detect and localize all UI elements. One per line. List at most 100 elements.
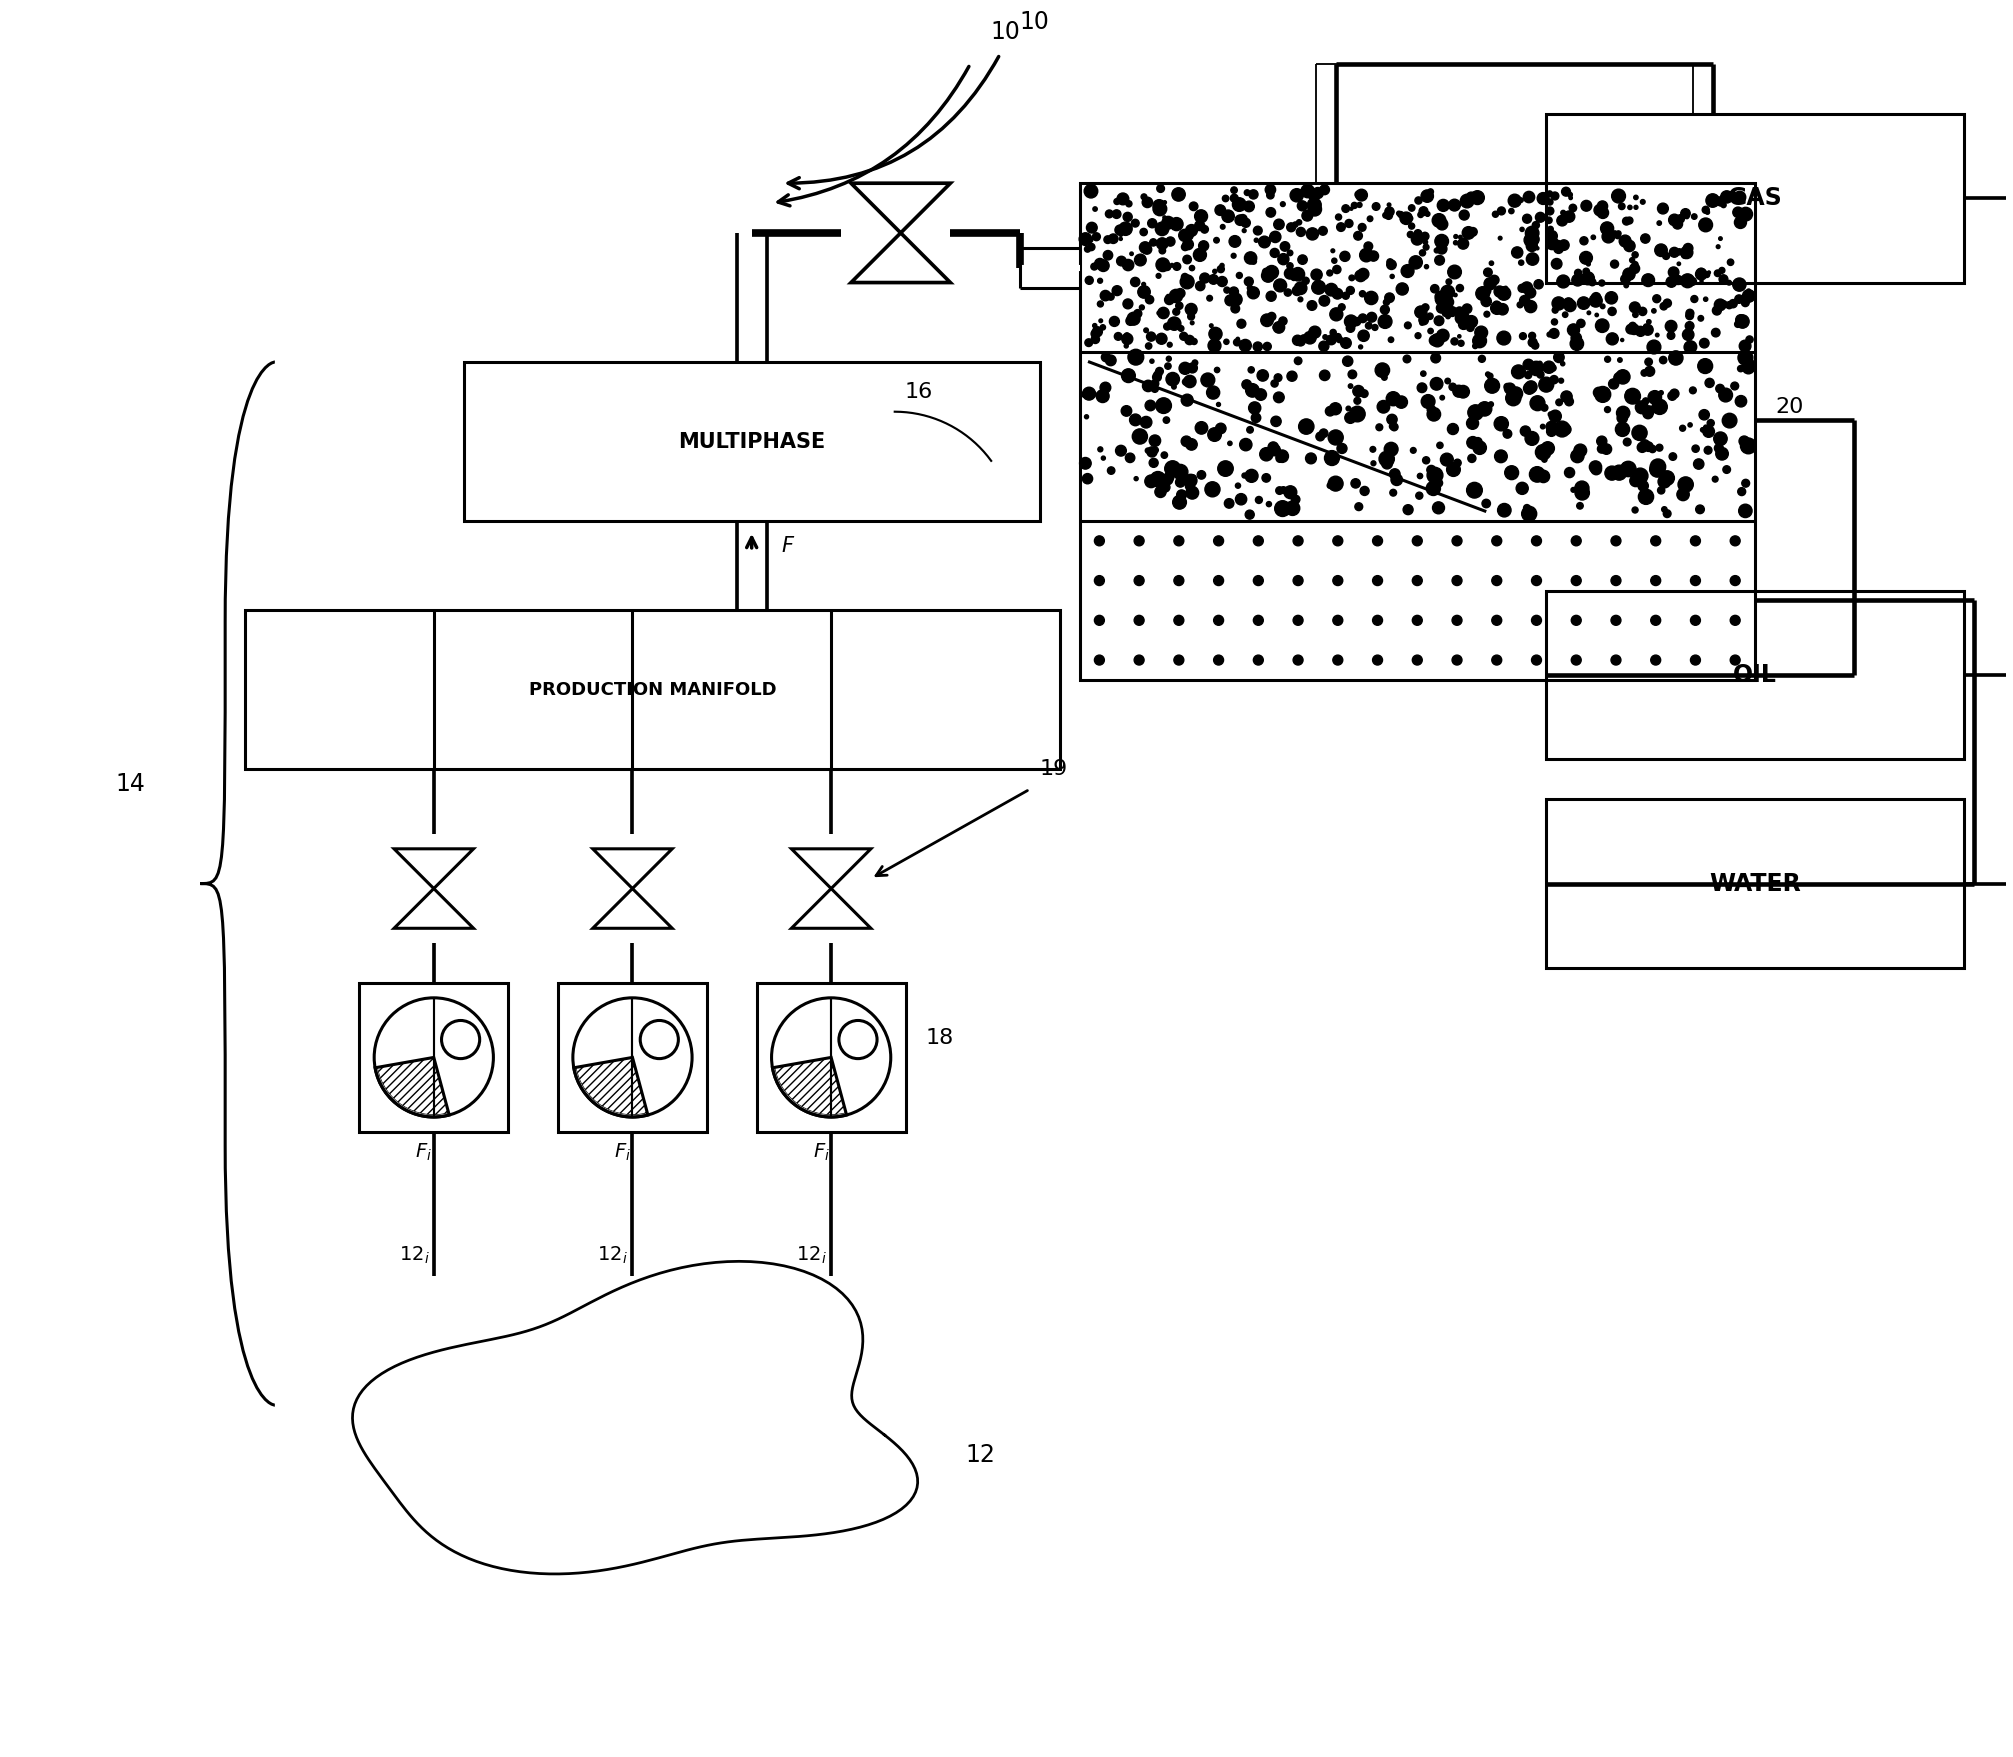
Circle shape — [1186, 336, 1194, 344]
Circle shape — [1153, 446, 1157, 453]
Circle shape — [1576, 503, 1584, 510]
Circle shape — [1657, 487, 1665, 494]
Circle shape — [1699, 409, 1709, 420]
Circle shape — [1224, 286, 1230, 293]
Circle shape — [1186, 439, 1198, 450]
Circle shape — [1292, 576, 1302, 585]
Circle shape — [1580, 237, 1588, 244]
Circle shape — [1739, 341, 1751, 351]
Circle shape — [1131, 429, 1147, 445]
Circle shape — [1095, 615, 1105, 625]
Circle shape — [1633, 508, 1639, 513]
Circle shape — [1216, 206, 1226, 216]
Circle shape — [1178, 490, 1186, 499]
Circle shape — [1671, 388, 1679, 399]
Circle shape — [1467, 436, 1480, 448]
Circle shape — [1333, 258, 1337, 264]
Circle shape — [1739, 207, 1753, 221]
Circle shape — [1596, 436, 1606, 446]
Circle shape — [1214, 615, 1224, 625]
Circle shape — [1735, 315, 1745, 325]
Text: 19: 19 — [1041, 759, 1069, 780]
Circle shape — [1612, 466, 1627, 480]
Circle shape — [1449, 383, 1457, 390]
Circle shape — [1212, 269, 1216, 274]
Circle shape — [1717, 197, 1725, 206]
Circle shape — [1701, 427, 1705, 432]
Circle shape — [1296, 200, 1306, 211]
Circle shape — [1530, 467, 1544, 481]
Circle shape — [1590, 460, 1602, 473]
Circle shape — [1099, 383, 1111, 394]
Circle shape — [1715, 299, 1725, 311]
Circle shape — [1618, 358, 1622, 362]
Circle shape — [1445, 315, 1449, 318]
Circle shape — [1413, 536, 1423, 546]
Circle shape — [1260, 315, 1274, 327]
Circle shape — [1546, 207, 1554, 214]
Circle shape — [1317, 432, 1325, 441]
Circle shape — [1149, 459, 1157, 467]
Circle shape — [1653, 309, 1657, 313]
Circle shape — [1333, 655, 1343, 666]
Circle shape — [1236, 337, 1240, 341]
Circle shape — [1230, 293, 1242, 306]
Circle shape — [1461, 227, 1476, 239]
Circle shape — [1624, 241, 1635, 251]
Circle shape — [1419, 207, 1427, 216]
Circle shape — [1389, 394, 1395, 401]
Circle shape — [1117, 257, 1125, 265]
Circle shape — [1467, 455, 1476, 462]
Circle shape — [1097, 278, 1103, 283]
Circle shape — [1302, 278, 1308, 285]
Circle shape — [1296, 336, 1304, 346]
Circle shape — [1526, 234, 1540, 246]
Circle shape — [1538, 193, 1550, 204]
Circle shape — [1651, 615, 1661, 625]
Circle shape — [1532, 655, 1542, 666]
Circle shape — [1149, 471, 1166, 487]
Circle shape — [1610, 536, 1620, 546]
Circle shape — [1224, 499, 1234, 508]
Circle shape — [1725, 302, 1733, 309]
Circle shape — [1240, 339, 1252, 351]
Circle shape — [1639, 307, 1647, 316]
Circle shape — [1155, 487, 1166, 497]
Circle shape — [1564, 467, 1574, 478]
Circle shape — [1574, 481, 1588, 495]
Circle shape — [1329, 430, 1343, 445]
Circle shape — [1498, 330, 1510, 344]
Circle shape — [1474, 437, 1482, 446]
Circle shape — [1198, 241, 1208, 251]
Circle shape — [1389, 488, 1397, 495]
Circle shape — [1554, 244, 1564, 253]
Circle shape — [1618, 235, 1631, 248]
Circle shape — [1616, 197, 1618, 200]
Circle shape — [1333, 615, 1343, 625]
Circle shape — [1624, 283, 1629, 288]
Circle shape — [1568, 323, 1580, 336]
Circle shape — [1419, 249, 1425, 257]
Circle shape — [1085, 339, 1093, 346]
Circle shape — [1431, 285, 1439, 293]
Circle shape — [1375, 364, 1389, 378]
Circle shape — [1745, 336, 1753, 343]
Circle shape — [1355, 190, 1367, 200]
Circle shape — [1455, 307, 1463, 316]
Circle shape — [1673, 276, 1683, 285]
Circle shape — [1657, 221, 1661, 225]
Polygon shape — [352, 1262, 918, 1574]
Circle shape — [1095, 258, 1105, 269]
Circle shape — [1159, 248, 1166, 253]
Circle shape — [1411, 234, 1423, 244]
Circle shape — [1596, 323, 1602, 330]
Circle shape — [1135, 255, 1145, 265]
Circle shape — [1552, 297, 1566, 309]
Circle shape — [1663, 510, 1671, 518]
Circle shape — [1624, 469, 1631, 474]
Circle shape — [1127, 350, 1143, 365]
Circle shape — [1622, 462, 1631, 471]
Circle shape — [1546, 199, 1552, 206]
Circle shape — [1236, 494, 1246, 504]
Circle shape — [1401, 265, 1413, 278]
